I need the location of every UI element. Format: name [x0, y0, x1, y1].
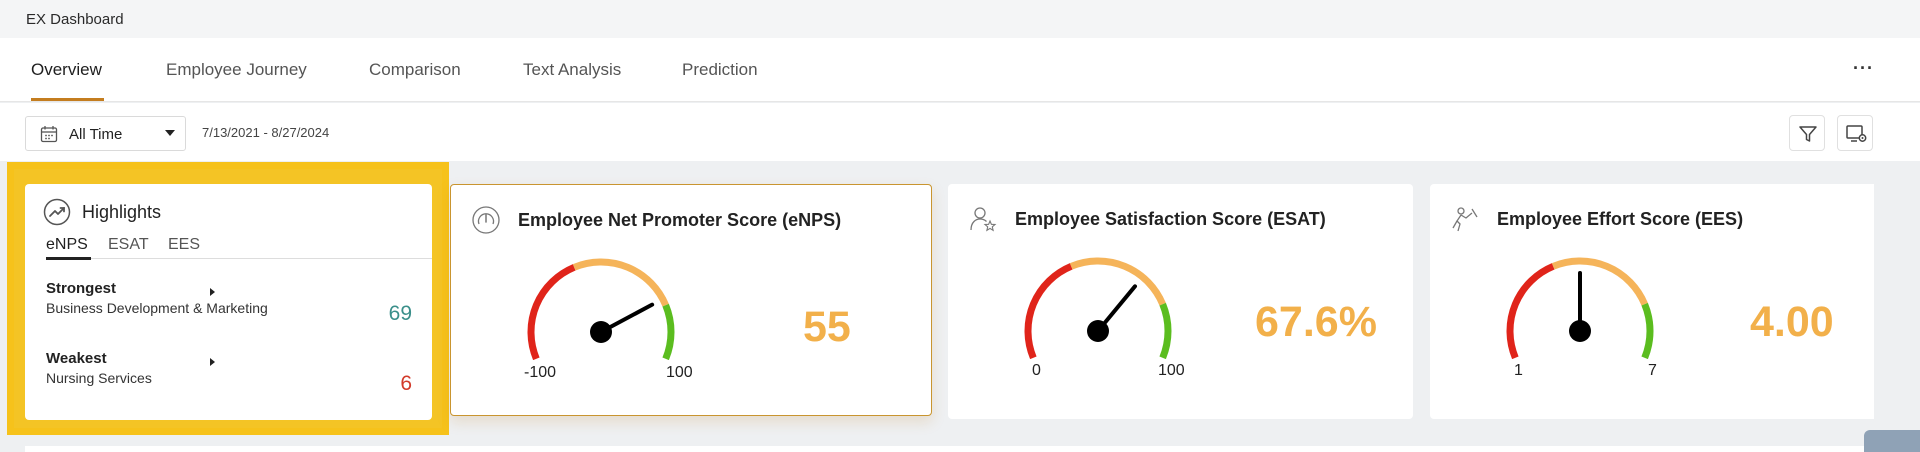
gauge-orange-segment	[1551, 257, 1648, 306]
gauge-green-segment	[1641, 302, 1654, 359]
floating-action-button[interactable]	[1864, 430, 1920, 452]
gauge-min-label: -100	[524, 364, 557, 381]
date-range: 7/13/2021 - 8/27/2024	[202, 125, 330, 140]
esat-gauge	[1024, 257, 1172, 359]
highlights-title: Highlights	[82, 202, 162, 222]
strongest-label: Strongest	[46, 280, 117, 297]
filter-bar: All Time 7/13/2021 - 8/27/2024	[0, 103, 1920, 161]
ees-card[interactable]: Employee Effort Score (EES) 1 7 4.00	[1430, 184, 1874, 419]
esat-value: 67.6%	[1255, 298, 1377, 346]
tab-bar: Overview Employee Journey Comparison Tex…	[0, 38, 1920, 102]
trending-up-icon	[43, 198, 71, 226]
weakest-name: Nursing Services	[46, 370, 152, 386]
gauge-min-label: 1	[1514, 362, 1523, 379]
highlights-card: Highlights eNPS ESAT EES Strongest Busin…	[25, 184, 432, 420]
gauge-orange-segment	[572, 258, 669, 307]
gauge-max-label: 100	[1158, 362, 1185, 379]
active-tab-indicator	[31, 98, 104, 101]
ees-value: 4.00	[1750, 298, 1834, 346]
filter-icon	[1799, 126, 1817, 142]
weakest-score: 6	[400, 372, 412, 395]
highlights-tab-esat[interactable]: ESAT	[108, 236, 149, 253]
highlights-tab-ees[interactable]: EES	[168, 236, 201, 253]
more-options-icon[interactable]: ···	[1853, 58, 1874, 78]
tab-prediction[interactable]: Prediction	[682, 60, 758, 79]
period-dropdown[interactable]: All Time	[25, 116, 186, 151]
tab-overview[interactable]: Overview	[31, 60, 102, 79]
gauge-green-segment	[662, 303, 675, 360]
gauge-min-label: 0	[1032, 362, 1041, 379]
tab-text-analysis[interactable]: Text Analysis	[523, 60, 622, 79]
enps-card[interactable]: Employee Net Promoter Score (eNPS) -100 …	[450, 184, 932, 416]
next-row-card-edge	[25, 446, 1875, 452]
highlights-tab-enps[interactable]: eNPS	[46, 236, 88, 253]
gauge-green-segment	[1159, 302, 1172, 359]
title-bar: EX Dashboard	[0, 0, 1920, 38]
enps-value: 55	[803, 303, 851, 351]
gauge-icon	[472, 206, 500, 234]
enps-gauge	[527, 258, 675, 360]
gauge-red-segment	[1024, 263, 1073, 359]
gauge-hub	[1569, 320, 1591, 342]
kpi-title: Employee Net Promoter Score (eNPS)	[518, 210, 842, 230]
gauge-orange-segment	[1069, 257, 1166, 306]
strongest-score: 69	[388, 302, 412, 325]
gauge-hub	[590, 321, 612, 343]
app-title: EX Dashboard	[26, 11, 124, 28]
screen-settings-icon	[1846, 125, 1867, 142]
filter-button[interactable]	[1789, 115, 1825, 151]
expand-weakest-icon[interactable]	[210, 358, 215, 366]
push-effort-icon	[1452, 207, 1478, 232]
period-value: All Time	[69, 126, 123, 143]
gauge-max-label: 7	[1648, 362, 1657, 379]
esat-card[interactable]: Employee Satisfaction Score (ESAT) 0 100…	[948, 184, 1413, 419]
dashboard-settings-button[interactable]	[1837, 115, 1873, 151]
chevron-down-icon	[165, 130, 175, 136]
expand-strongest-icon[interactable]	[210, 288, 215, 296]
kpi-title: Employee Effort Score (EES)	[1497, 209, 1744, 229]
gauge-red-segment	[527, 264, 576, 360]
tab-employee-journey[interactable]: Employee Journey	[166, 60, 307, 79]
kpi-title: Employee Satisfaction Score (ESAT)	[1015, 209, 1326, 229]
gauge-max-label: 100	[666, 364, 693, 381]
strongest-name: Business Development & Marketing	[46, 300, 268, 316]
user-star-icon	[970, 207, 997, 232]
ees-gauge	[1506, 257, 1654, 359]
tab-comparison[interactable]: Comparison	[369, 60, 461, 79]
active-tab-indicator	[46, 257, 91, 260]
calendar-icon	[40, 126, 58, 143]
weakest-label: Weakest	[46, 350, 107, 367]
gauge-red-segment	[1506, 263, 1555, 359]
gauge-hub	[1087, 320, 1109, 342]
tab-divider	[46, 258, 432, 259]
